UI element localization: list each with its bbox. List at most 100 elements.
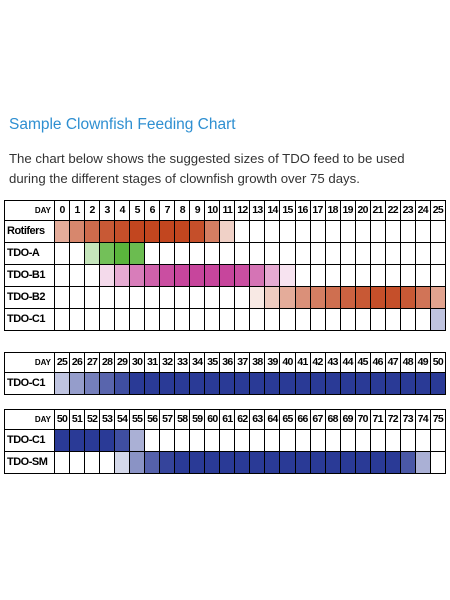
day-number: 43: [324, 352, 341, 373]
feed-cell: [309, 308, 326, 331]
feed-cell: [84, 451, 101, 474]
day-label: DAY: [4, 352, 55, 373]
feed-cell: [414, 451, 431, 474]
day-label: DAY: [4, 200, 55, 221]
day-number: 61: [219, 409, 236, 430]
feed-cell: [219, 308, 236, 331]
feed-cell: [189, 220, 206, 243]
feed-cell: [84, 372, 101, 395]
day-number: 48: [399, 352, 416, 373]
feed-cell: [294, 372, 311, 395]
feed-row: TDO-C1: [4, 308, 447, 331]
feed-cell: [159, 451, 176, 474]
feed-cell: [279, 372, 296, 395]
feed-cell: [429, 286, 447, 309]
feed-cell: [414, 308, 431, 331]
feed-cell: [204, 372, 221, 395]
feed-cell: [354, 242, 371, 265]
feed-cell: [399, 242, 416, 265]
feed-row: TDO-SM: [4, 451, 447, 474]
feed-cell: [324, 242, 341, 265]
feed-cell: [429, 429, 447, 452]
feed-cell: [324, 451, 341, 474]
feed-cell: [384, 451, 401, 474]
day-number: 49: [414, 352, 431, 373]
feed-cell: [99, 242, 116, 265]
feed-cell: [249, 372, 266, 395]
feed-cell: [219, 429, 236, 452]
feed-cell: [69, 264, 86, 287]
feed-type-label: TDO-B1: [4, 264, 55, 287]
feed-cell: [264, 429, 281, 452]
feed-cell: [294, 286, 311, 309]
feed-cell: [354, 429, 371, 452]
feed-cell: [264, 242, 281, 265]
day-number: 50: [53, 409, 71, 430]
feed-cell: [144, 451, 161, 474]
feed-cell: [369, 264, 386, 287]
feed-cell: [219, 242, 236, 265]
feed-cell: [264, 286, 281, 309]
feed-type-label: TDO-A: [4, 242, 55, 265]
feed-cell: [219, 451, 236, 474]
day-number: 16: [294, 200, 311, 221]
day-number: 70: [354, 409, 371, 430]
feed-cell: [84, 286, 101, 309]
feed-cell: [339, 429, 356, 452]
feed-cell: [234, 242, 251, 265]
feed-cell: [399, 372, 416, 395]
day-number: 2: [84, 200, 101, 221]
feed-cell: [114, 308, 131, 331]
feed-cell: [99, 264, 116, 287]
feed-cell: [384, 264, 401, 287]
feed-cell: [264, 264, 281, 287]
feed-cell: [384, 286, 401, 309]
feed-cell: [309, 264, 326, 287]
feed-cell: [69, 372, 86, 395]
feed-cell: [279, 264, 296, 287]
feed-cell: [249, 451, 266, 474]
feed-cell: [144, 264, 161, 287]
feed-row: TDO-C1: [4, 372, 447, 395]
day-number: 52: [84, 409, 101, 430]
feed-cell: [264, 220, 281, 243]
day-number: 66: [294, 409, 311, 430]
feed-cell: [129, 308, 146, 331]
day-number: 31: [144, 352, 161, 373]
feed-cell: [204, 451, 221, 474]
day-number: 56: [144, 409, 161, 430]
day-number: 62: [234, 409, 251, 430]
feed-cell: [174, 264, 191, 287]
feed-cell: [129, 220, 146, 243]
feed-cell: [294, 308, 311, 331]
feed-cell: [279, 451, 296, 474]
feed-cell: [99, 220, 116, 243]
day-number: 19: [339, 200, 356, 221]
feed-cell: [279, 242, 296, 265]
day-number: 67: [309, 409, 326, 430]
feed-cell: [159, 220, 176, 243]
feed-cell: [324, 220, 341, 243]
day-number: 10: [204, 200, 221, 221]
chart-description: The chart below shows the suggested size…: [9, 149, 441, 189]
feed-cell: [174, 429, 191, 452]
feed-cell: [84, 264, 101, 287]
feed-cell: [144, 372, 161, 395]
feed-cell: [69, 308, 86, 331]
feed-cell: [384, 372, 401, 395]
day-number: 26: [69, 352, 86, 373]
feed-cell: [204, 264, 221, 287]
feed-cell: [429, 372, 447, 395]
day-number: 7: [159, 200, 176, 221]
feed-type-label: Rotifers: [4, 220, 55, 243]
day-number: 38: [249, 352, 266, 373]
feed-cell: [429, 451, 447, 474]
feed-cell: [53, 220, 71, 243]
feed-row: TDO-B2: [4, 286, 447, 309]
feed-cell: [309, 286, 326, 309]
day-number: 68: [324, 409, 341, 430]
feed-cell: [144, 429, 161, 452]
feed-cell: [189, 286, 206, 309]
feed-cell: [429, 264, 447, 287]
feeding-table-days-25-50: DAY 25 26 27 28 29 30 31 32 33 34 35 36 37 38 39 40 41 42 4…: [4, 352, 447, 395]
